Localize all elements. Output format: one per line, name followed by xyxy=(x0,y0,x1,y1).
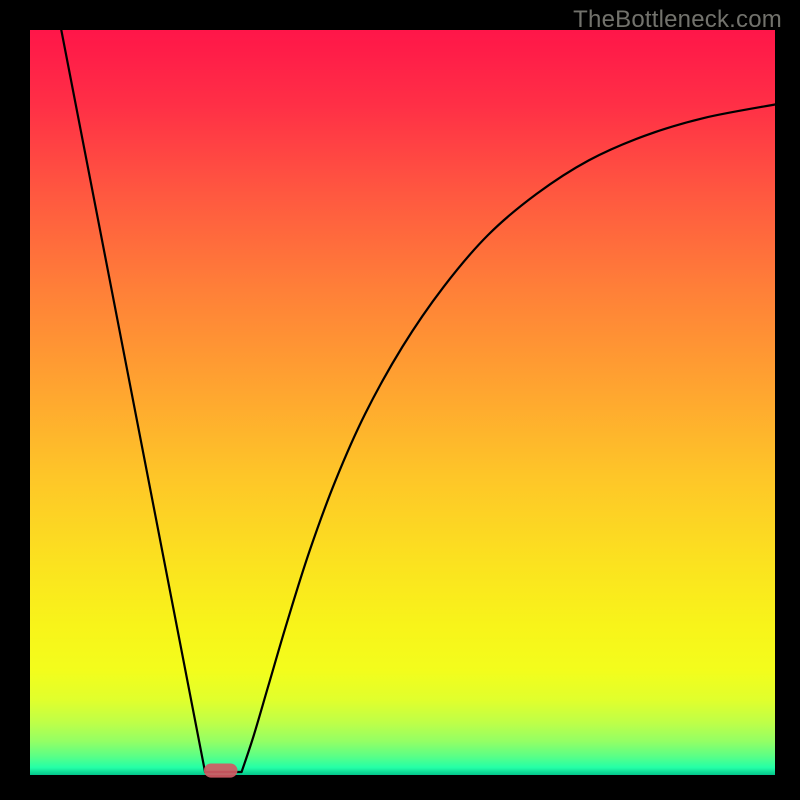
plot-background-gradient xyxy=(30,30,775,775)
bottleneck-marker xyxy=(204,763,238,777)
watermark-text: TheBottleneck.com xyxy=(573,6,782,34)
chart-container: TheBottleneck.com xyxy=(0,0,800,800)
bottleneck-chart-svg xyxy=(0,0,800,800)
